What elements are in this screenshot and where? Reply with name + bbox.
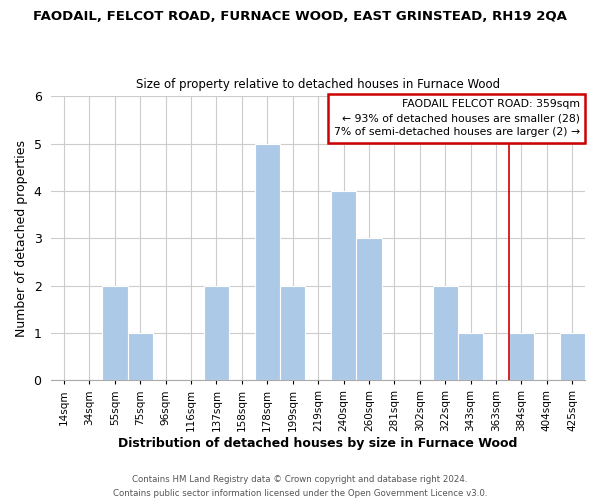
- Bar: [458, 333, 484, 380]
- Bar: [280, 286, 305, 380]
- Text: FAODAIL FELCOT ROAD: 359sqm
← 93% of detached houses are smaller (28)
7% of semi: FAODAIL FELCOT ROAD: 359sqm ← 93% of det…: [334, 99, 580, 137]
- Bar: [433, 286, 458, 380]
- Bar: [254, 144, 280, 380]
- Bar: [509, 333, 534, 380]
- Bar: [128, 333, 153, 380]
- Title: Size of property relative to detached houses in Furnace Wood: Size of property relative to detached ho…: [136, 78, 500, 91]
- Text: Contains HM Land Registry data © Crown copyright and database right 2024.
Contai: Contains HM Land Registry data © Crown c…: [113, 476, 487, 498]
- Bar: [102, 286, 128, 380]
- Bar: [560, 333, 585, 380]
- Bar: [331, 191, 356, 380]
- Bar: [356, 238, 382, 380]
- Bar: [204, 286, 229, 380]
- Text: FAODAIL, FELCOT ROAD, FURNACE WOOD, EAST GRINSTEAD, RH19 2QA: FAODAIL, FELCOT ROAD, FURNACE WOOD, EAST…: [33, 10, 567, 23]
- X-axis label: Distribution of detached houses by size in Furnace Wood: Distribution of detached houses by size …: [118, 437, 518, 450]
- Y-axis label: Number of detached properties: Number of detached properties: [15, 140, 28, 337]
